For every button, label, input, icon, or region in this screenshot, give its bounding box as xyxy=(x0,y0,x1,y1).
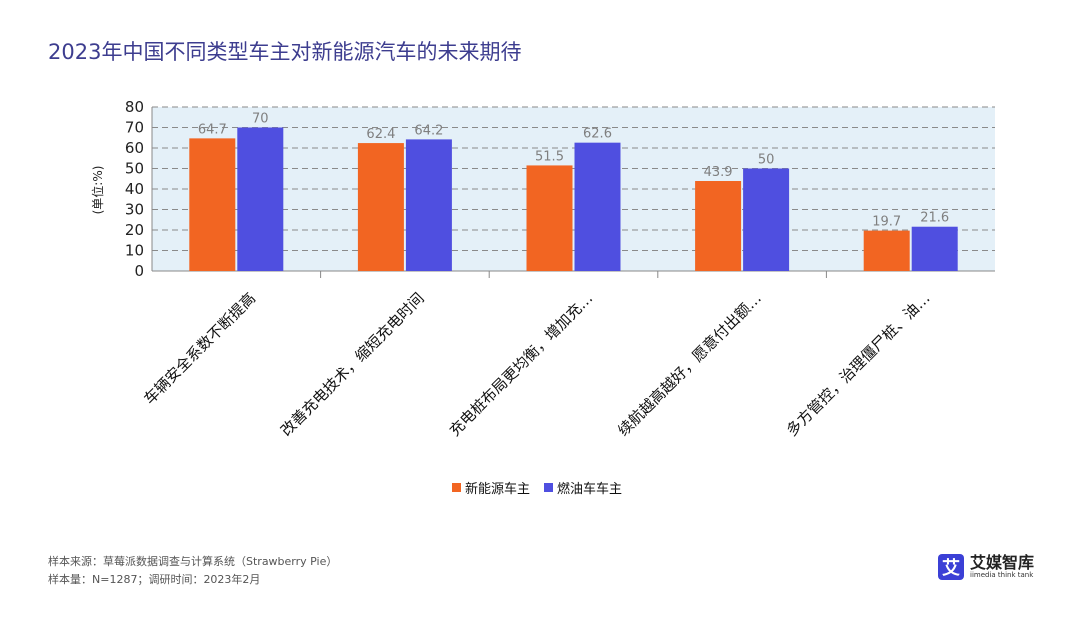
category-label: 充电桩布局更均衡，增加充… xyxy=(446,289,597,440)
legend: 新能源车主 燃油车车主 xyxy=(452,478,622,497)
data-label: 19.7 xyxy=(872,215,901,230)
bar-fuel xyxy=(574,142,621,271)
y-tick-label: 40 xyxy=(125,180,144,198)
data-label: 64.2 xyxy=(414,123,443,138)
y-tick-label: 60 xyxy=(125,139,144,157)
chart-title: 2023年中国不同类型车主对新能源汽车的未来期待 xyxy=(48,40,522,64)
legend-label-fuel: 燃油车车主 xyxy=(557,482,623,497)
legend-swatch-new-energy xyxy=(452,483,461,492)
data-label: 50 xyxy=(758,153,775,168)
data-label: 62.4 xyxy=(366,127,395,142)
y-tick-label: 80 xyxy=(125,98,144,116)
category-label: 车辆安全系数不断提高 xyxy=(140,289,259,408)
data-label: 70 xyxy=(252,112,269,127)
y-axis-label: (单位:%) xyxy=(90,166,105,215)
bar-fuel xyxy=(743,168,790,271)
data-label: 51.5 xyxy=(535,149,564,164)
brand-logo-icon: 艾 xyxy=(938,554,964,580)
data-label: 21.6 xyxy=(920,211,949,226)
category-label: 多方管控，治理僵尸桩、油… xyxy=(783,289,934,440)
category-label: 续航越高越好，愿意付出额… xyxy=(614,289,765,440)
y-tick-label: 20 xyxy=(125,221,144,239)
y-tick-label: 50 xyxy=(125,160,144,178)
data-label: 64.7 xyxy=(198,122,227,137)
legend-item-fuel: 燃油车车主 xyxy=(544,478,622,497)
brand-name: 艾媒智库 xyxy=(970,553,1035,572)
legend-item-new-energy: 新能源车主 xyxy=(452,478,530,497)
bar-fuel xyxy=(237,127,284,271)
bar-new-energy xyxy=(357,143,404,271)
y-tick-label: 10 xyxy=(125,242,144,260)
legend-label-new-energy: 新能源车主 xyxy=(465,482,531,497)
bar-fuel xyxy=(911,226,958,271)
bar-fuel xyxy=(405,139,452,271)
data-label: 62.6 xyxy=(583,127,612,142)
category-label: 改善充电技术，缩短充电时间 xyxy=(277,289,428,440)
brand-logo: 艾 艾媒智库 iimedia think tank xyxy=(938,554,1034,580)
bar-new-energy xyxy=(695,181,742,271)
y-tick-label: 0 xyxy=(134,262,144,280)
bar-new-energy xyxy=(189,138,236,271)
footer-source: 样本来源：草莓派数据调查与计算系统（Strawberry Pie） xyxy=(48,555,338,568)
footer-sample: 样本量：N=1287；调研时间：2023年2月 xyxy=(48,573,261,586)
bar-new-energy xyxy=(526,165,573,271)
legend-swatch-fuel xyxy=(544,483,554,492)
bar-new-energy xyxy=(863,230,910,271)
brand-subtitle: iimedia think tank xyxy=(970,571,1034,579)
y-tick-label: 30 xyxy=(125,201,144,219)
y-tick-label: 70 xyxy=(125,119,144,137)
data-label: 43.9 xyxy=(704,165,733,180)
